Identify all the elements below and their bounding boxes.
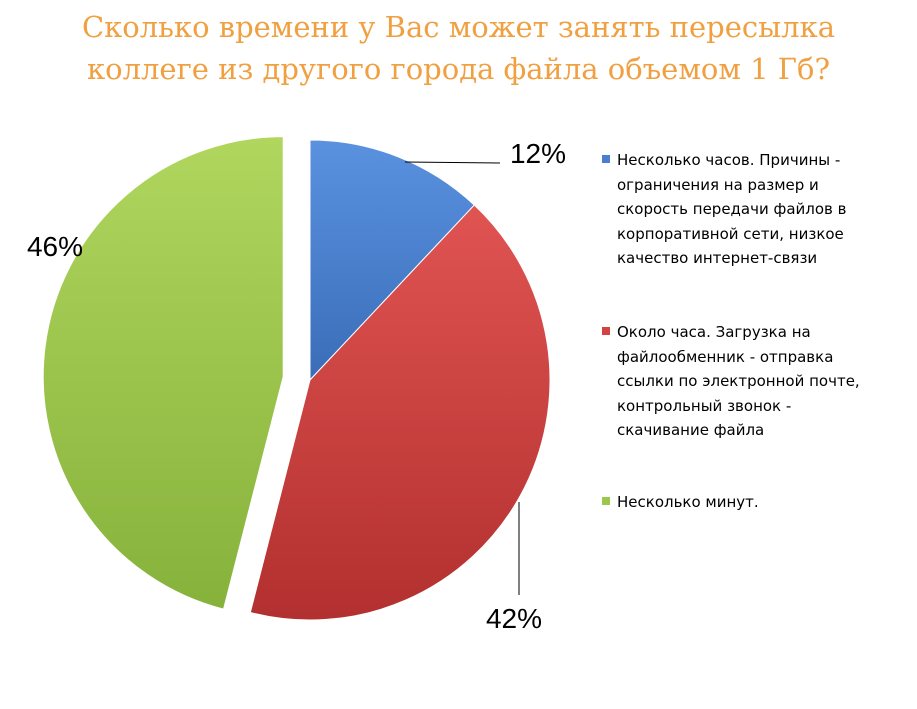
legend-line: корпоративной сети, низкое (617, 224, 844, 243)
legend-item-hour: Около часа. Загрузка на файлообменник - … (600, 320, 860, 443)
legend-text-hour: Около часа. Загрузка на файлообменник - … (617, 320, 860, 443)
legend-swatch-hour (602, 327, 610, 335)
leader-line-hours (404, 161, 501, 164)
chart-title-line-2: коллеге из другого города файла объемом … (86, 52, 831, 86)
pie-slices (42, 136, 551, 621)
legend-text-hours: Несколько часов. Причины - ограничения н… (617, 148, 846, 271)
legend-line: Несколько минут. (617, 493, 759, 511)
legend-text-minutes: Несколько минут. (617, 490, 759, 515)
legend-swatch-hours (602, 155, 610, 163)
slice-label-minutes: 46% (27, 231, 83, 262)
legend-line: Несколько часов. Причины - (617, 151, 841, 169)
legend-line: Около часа. Загрузка на (617, 323, 811, 341)
slice-labels: 12% 42% 46% (27, 138, 566, 634)
legend-line: файлообменник - отправка (617, 347, 834, 366)
legend-line: ссылки по электронной почте, (617, 372, 860, 390)
legend-line: скорость передачи файлов в (617, 200, 847, 218)
legend-line: контрольный звонок - (617, 396, 792, 415)
chart-title-line-1: Сколько времени у Вас может занять перес… (81, 10, 836, 44)
pie-slice-minutes (42, 136, 284, 610)
slice-label-hour: 42% (486, 603, 542, 634)
pie-slice-hour (249, 204, 551, 621)
legend-line: скачивание файла (617, 421, 765, 439)
legend-swatch-minutes (602, 497, 610, 505)
leader-lines (404, 161, 520, 595)
slice-label-hours: 12% (510, 138, 566, 169)
legend-line: ограничения на размер и (617, 175, 819, 194)
legend-item-minutes: Несколько минут. (600, 490, 759, 515)
chart-title: Сколько времени у Вас может занять перес… (0, 6, 917, 90)
legend-item-hours: Несколько часов. Причины - ограничения н… (600, 148, 846, 271)
pie-slice-hours (309, 139, 475, 382)
legend-line: качество интернет-связи (617, 249, 818, 267)
